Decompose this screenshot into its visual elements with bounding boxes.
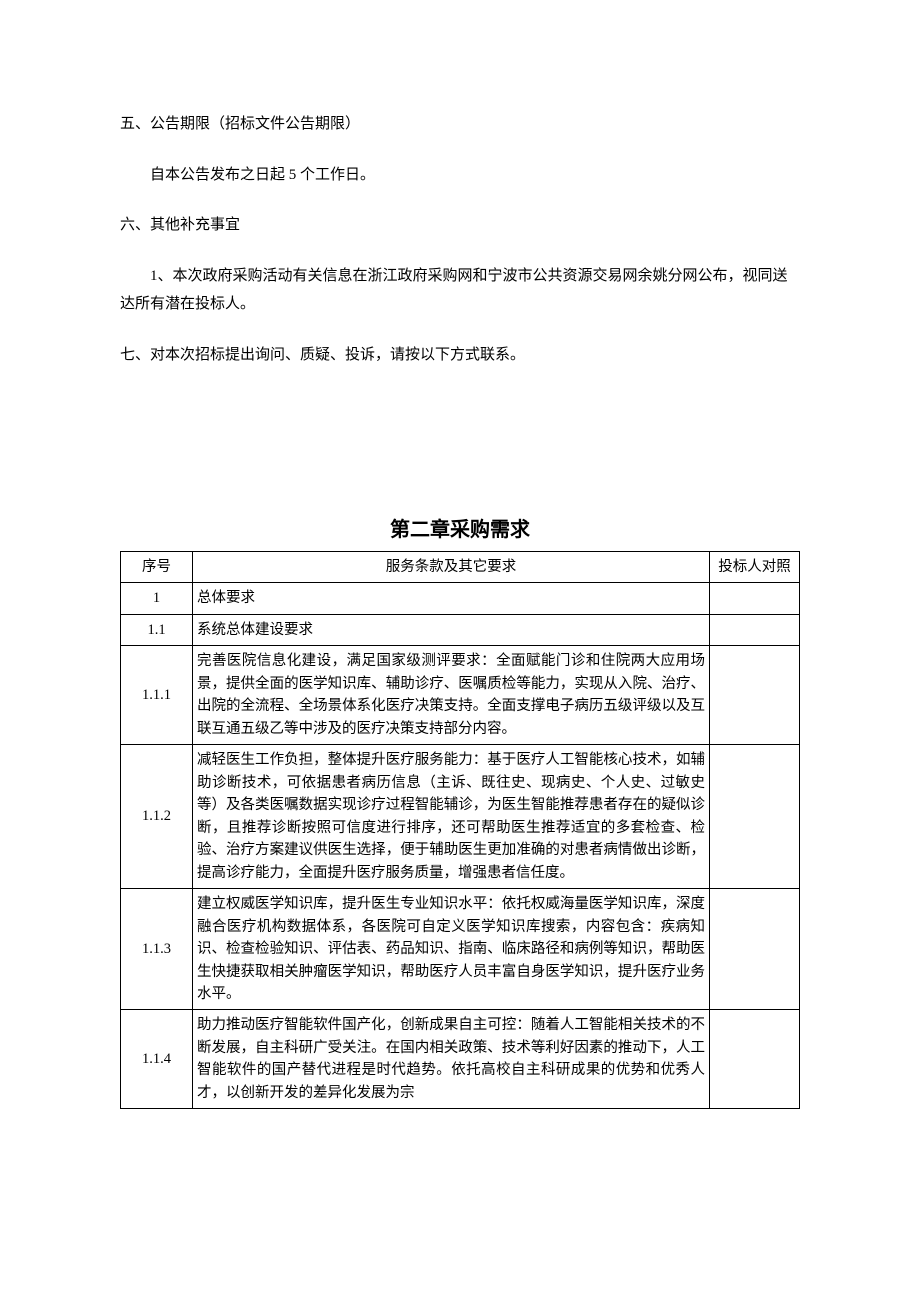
cell-desc: 系统总体建设要求: [193, 614, 710, 645]
cell-compare: [710, 1010, 800, 1109]
table-row: 1.1.4 助力推动医疗智能软件国产化，创新成果自主可控：随着人工智能相关技术的…: [121, 1010, 800, 1109]
th-compare: 投标人对照: [710, 552, 800, 583]
cell-index: 1.1.2: [121, 745, 193, 889]
cell-index: 1.1.4: [121, 1010, 193, 1109]
cell-desc: 完善医院信息化建设，满足国家级测评要求：全面赋能门诊和住院两大应用场景，提供全面…: [193, 646, 710, 745]
table-row: 1.1.2 减轻医生工作负担，整体提升医疗服务能力：基于医疗人工智能核心技术，如…: [121, 745, 800, 889]
cell-index: 1.1: [121, 614, 193, 645]
table-row: 1.1 系统总体建设要求: [121, 614, 800, 645]
cell-desc: 助力推动医疗智能软件国产化，创新成果自主可控：随着人工智能相关技术的不断发展，自…: [193, 1010, 710, 1109]
cell-compare: [710, 614, 800, 645]
table-header-row: 序号 服务条款及其它要求 投标人对照: [121, 552, 800, 583]
cell-desc: 总体要求: [193, 583, 710, 614]
cell-compare: [710, 745, 800, 889]
spacer: [120, 391, 800, 511]
cell-desc: 建立权威医学知识库，提升医生专业知识水平：依托权威海量医学知识库，深度融合医疗机…: [193, 889, 710, 1010]
table-row: 1.1.3 建立权威医学知识库，提升医生专业知识水平：依托权威海量医学知识库，深…: [121, 889, 800, 1010]
section-five-heading: 五、公告期限（招标文件公告期限）: [120, 110, 800, 139]
th-index: 序号: [121, 552, 193, 583]
cell-desc: 减轻医生工作负担，整体提升医疗服务能力：基于医疗人工智能核心技术，如辅助诊断技术…: [193, 745, 710, 889]
table-row: 1 总体要求: [121, 583, 800, 614]
section-six-body: 1、本次政府采购活动有关信息在浙江政府采购网和宁波市公共资源交易网余姚分网公布，…: [120, 262, 800, 319]
cell-compare: [710, 889, 800, 1010]
section-five-body: 自本公告发布之日起 5 个工作日。: [120, 161, 800, 190]
chapter-title: 第二章采购需求: [120, 511, 800, 549]
requirements-table: 序号 服务条款及其它要求 投标人对照 1 总体要求 1.1 系统总体建设要求 1…: [120, 551, 800, 1109]
cell-compare: [710, 646, 800, 745]
cell-index: 1.1.1: [121, 646, 193, 745]
cell-index: 1: [121, 583, 193, 614]
th-desc: 服务条款及其它要求: [193, 552, 710, 583]
cell-index: 1.1.3: [121, 889, 193, 1010]
section-six-heading: 六、其他补充事宜: [120, 211, 800, 240]
table-row: 1.1.1 完善医院信息化建设，满足国家级测评要求：全面赋能门诊和住院两大应用场…: [121, 646, 800, 745]
section-seven-heading: 七、对本次招标提出询问、质疑、投诉，请按以下方式联系。: [120, 341, 800, 370]
cell-compare: [710, 583, 800, 614]
